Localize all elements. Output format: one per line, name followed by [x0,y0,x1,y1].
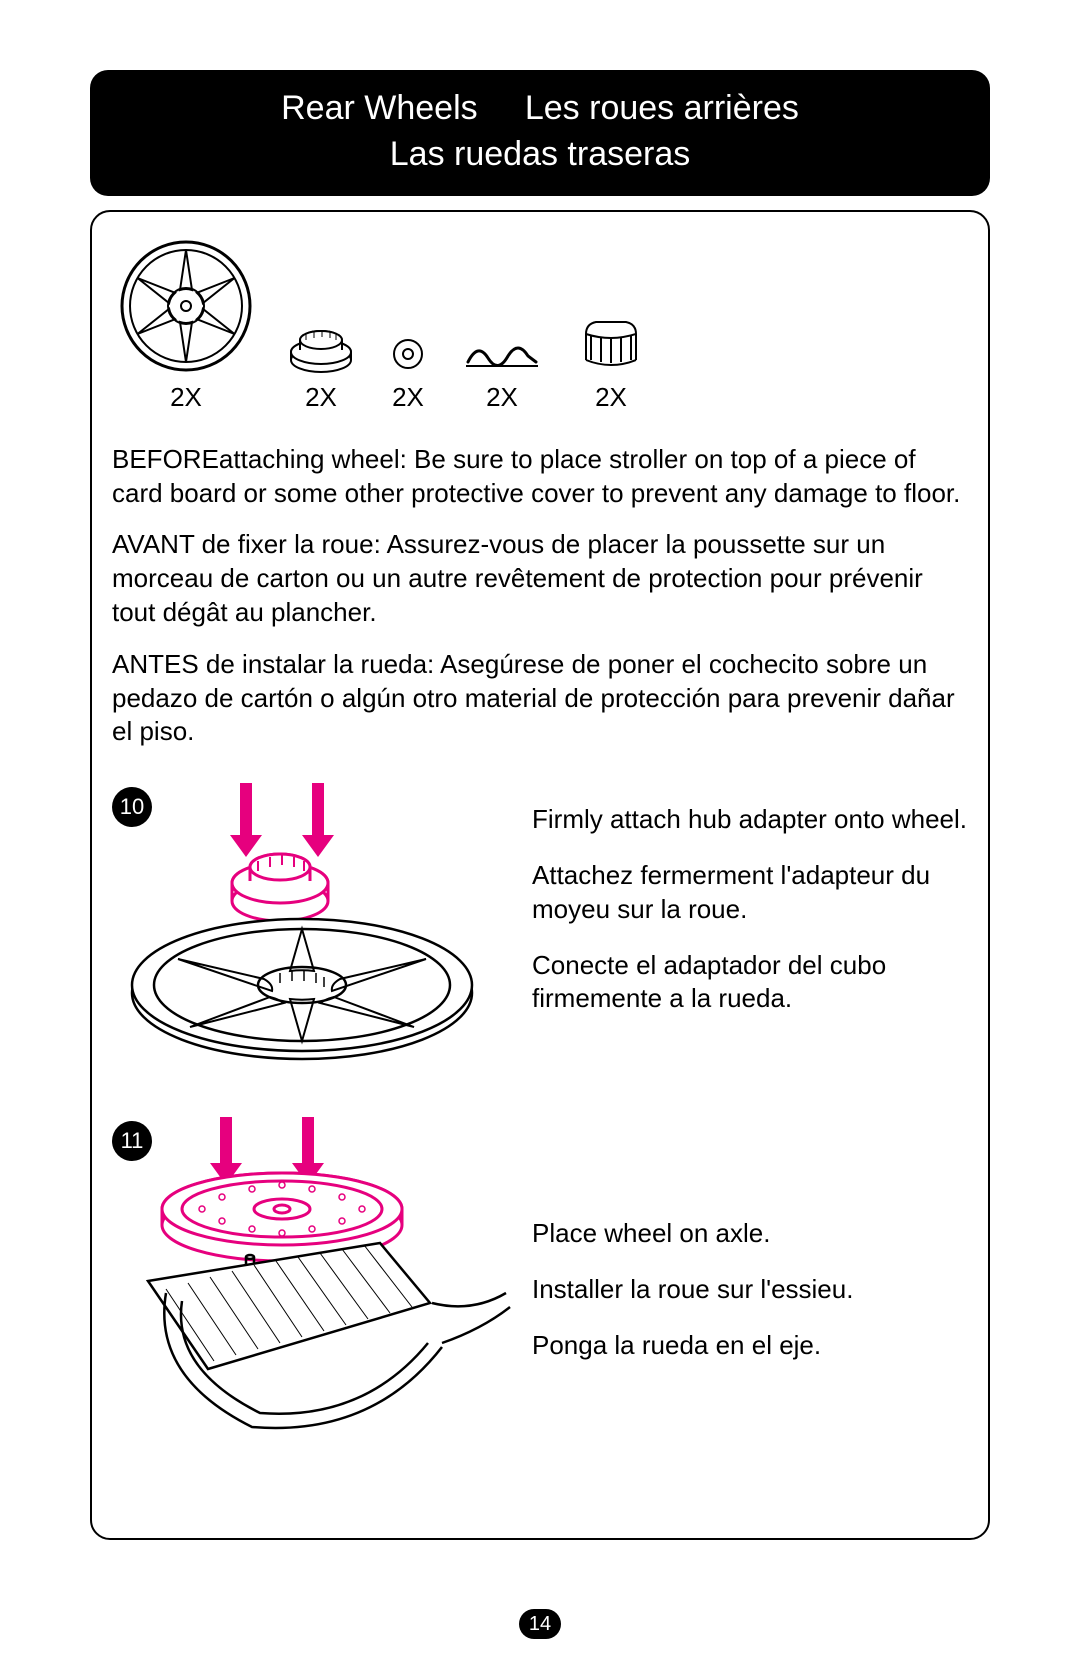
step-11: 11 [112,1117,968,1437]
content-box: 2X 2X [90,210,990,1540]
step-10-svg [112,783,512,1083]
step-10-illustration: 10 [112,783,512,1083]
step-11-illustration: 11 [112,1117,512,1437]
part-cap: 2X [576,314,646,413]
step-10-en: Firmly attach hub adapter onto wheel. [532,803,968,837]
step-10-number: 10 [112,787,152,827]
wheel-icon [118,238,254,374]
intro-es-rest: de instalar la rueda: Asegúrese de poner… [112,649,955,747]
pin-icon [462,334,542,374]
washer-icon [388,334,428,374]
section-title: Rear Wheels Les roues arrières Las rueda… [90,70,990,196]
step-11-fr: Installer la roue sur l'essieu. [532,1273,968,1307]
intro-fr-rest: de fixer la roue: Assurez-vous de placer… [112,529,923,627]
title-es: Las ruedas traseras [390,135,691,173]
part-cap-qty: 2X [595,382,627,413]
part-hub: 2X [288,324,354,413]
intro-fr-lead: AVANT [112,529,194,559]
step-10: 10 [112,783,968,1083]
step-10-es: Conecte el adaptador del cubo firmemente… [532,949,968,1017]
title-fr: Les roues arrières [525,89,799,127]
part-pin: 2X [462,334,542,413]
intro-fr: AVANT de fixer la roue: Assurez-vous de … [112,528,968,629]
manual-page: Rear Wheels Les roues arrières Las rueda… [90,70,990,1540]
step-11-en: Place wheel on axle. [532,1217,968,1251]
page-number: 14 [519,1609,561,1639]
step-11-es: Ponga la rueda en el eje. [532,1329,968,1363]
part-hub-qty: 2X [305,382,337,413]
intro-en-rest: attaching wheel: Be sure to place stroll… [112,444,960,508]
part-wheel: 2X [118,238,254,413]
title-en: Rear Wheels [281,89,478,127]
part-washer: 2X [388,334,428,413]
intro-en: BEFOREattaching wheel: Be sure to place … [112,443,968,511]
step-10-fr: Attachez fermerment l'adapteur du moyeu … [532,859,968,927]
step-10-text: Firmly attach hub adapter onto wheel. At… [532,783,968,1038]
part-washer-qty: 2X [392,382,424,413]
cap-icon [576,314,646,374]
part-pin-qty: 2X [486,382,518,413]
parts-row: 2X 2X [112,238,968,413]
intro-es-lead: ANTES [112,649,199,679]
step-11-svg [112,1117,512,1437]
intro-es: ANTES de instalar la rueda: Asegúrese de… [112,648,968,749]
part-wheel-qty: 2X [170,382,202,413]
intro-en-lead: BEFORE [112,444,219,474]
step-11-text: Place wheel on axle. Installer la roue s… [532,1117,968,1384]
hub-icon [288,324,354,374]
intro-block: BEFOREattaching wheel: Be sure to place … [112,443,968,749]
step-11-number: 11 [112,1121,152,1161]
